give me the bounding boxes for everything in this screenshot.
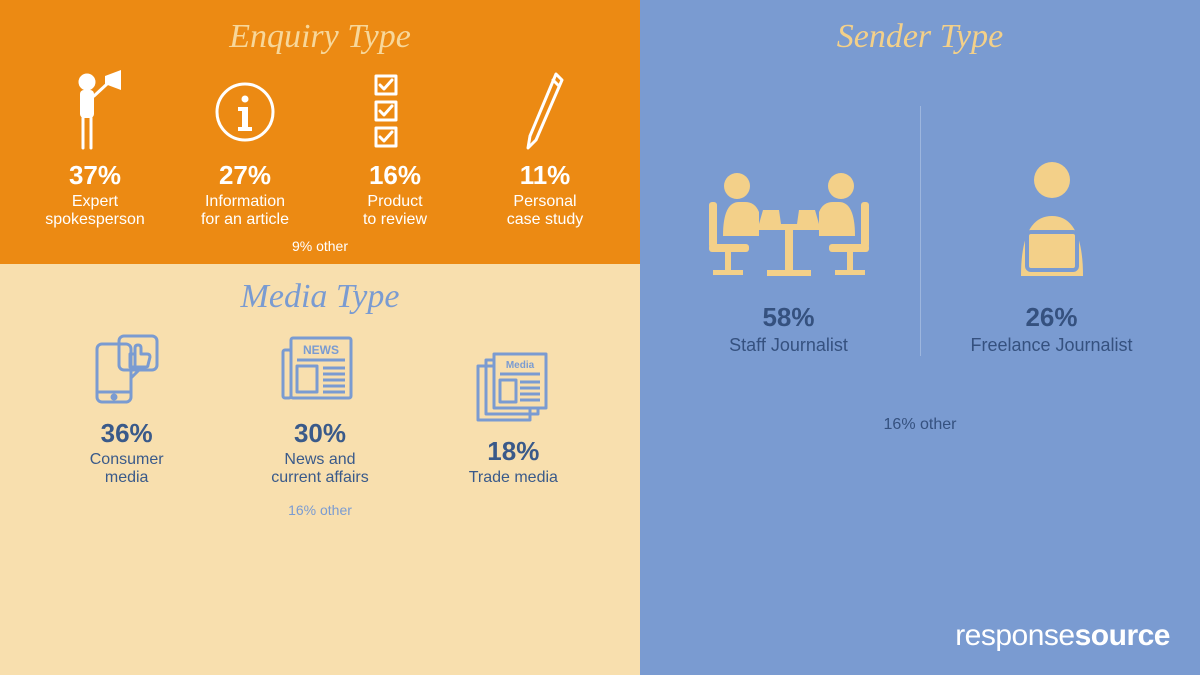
svg-text:NEWS: NEWS (303, 343, 339, 357)
sender-pct-0: 58% (664, 302, 914, 333)
logo: responsesource (955, 619, 1170, 653)
media-pct-2: 18% (423, 436, 603, 467)
thumbsup-phone-icon (37, 328, 217, 412)
sender-panel: Sender Type (640, 0, 1200, 675)
media-title: Media Type (30, 278, 610, 316)
media-label-2: Trade media (423, 469, 603, 487)
checklist-icon (320, 70, 470, 154)
enquiry-pct-0: 37% (20, 160, 170, 191)
enquiry-item-info: 27% Informationfor an article (170, 70, 320, 230)
enquiry-pct-2: 16% (320, 160, 470, 191)
megaphone-person-icon (20, 70, 170, 154)
enquiry-item-expert: 37% Expertspokesperson (20, 70, 170, 230)
freelance-journalist-icon (927, 146, 1177, 286)
enquiry-label-2: Productto review (320, 193, 470, 230)
sender-item-staff: 58% Staff Journalist (664, 146, 914, 356)
infographic-root: Enquiry Type (0, 0, 1200, 675)
staff-journalist-icon (664, 146, 914, 286)
sender-title: Sender Type (660, 18, 1180, 56)
media-items: 36% Consumermedia NEWS (30, 328, 610, 488)
media-other: 16% other (30, 502, 610, 518)
media-pct-1: 30% (230, 418, 410, 449)
media-label-0: Consumermedia (37, 451, 217, 488)
enquiry-pct-3: 11% (470, 160, 620, 191)
media-item-consumer: 36% Consumermedia (37, 328, 217, 488)
sender-other: 16% other (660, 416, 1180, 434)
logo-bold: source (1075, 619, 1170, 652)
left-column: Enquiry Type (0, 0, 640, 675)
sender-divider (920, 106, 921, 356)
enquiry-pct-1: 27% (170, 160, 320, 191)
enquiry-title: Enquiry Type (20, 18, 620, 56)
sender-label-0: Staff Journalist (664, 335, 914, 356)
enquiry-label-1: Informationfor an article (170, 193, 320, 230)
enquiry-other: 9% other (20, 238, 620, 254)
sender-body: 58% Staff Journalist 26% Freelance Journ… (660, 106, 1180, 356)
sender-pct-1: 26% (927, 302, 1177, 333)
enquiry-item-casestudy: 11% Personalcase study (470, 70, 620, 230)
sender-item-freelance: 26% Freelance Journalist (927, 146, 1177, 356)
enquiry-item-review: 16% Productto review (320, 70, 470, 230)
media-item-news: NEWS 30% News andcurre (230, 328, 410, 488)
media-label-1: News andcurrent affairs (230, 451, 410, 488)
media-stack-icon: Media (423, 346, 603, 430)
info-icon (170, 70, 320, 154)
news-icon: NEWS (230, 328, 410, 412)
logo-thin: response (955, 619, 1074, 652)
enquiry-label-3: Personalcase study (470, 193, 620, 230)
media-panel: Media Type (0, 264, 640, 675)
enquiry-label-0: Expertspokesperson (20, 193, 170, 230)
enquiry-panel: Enquiry Type (0, 0, 640, 264)
pen-icon (470, 70, 620, 154)
media-pct-0: 36% (37, 418, 217, 449)
enquiry-items: 37% Expertspokesperson 27% (20, 70, 620, 230)
svg-text:Media: Media (506, 360, 535, 371)
media-item-trade: Media 18% Trade media (423, 346, 603, 487)
sender-label-1: Freelance Journalist (927, 335, 1177, 356)
